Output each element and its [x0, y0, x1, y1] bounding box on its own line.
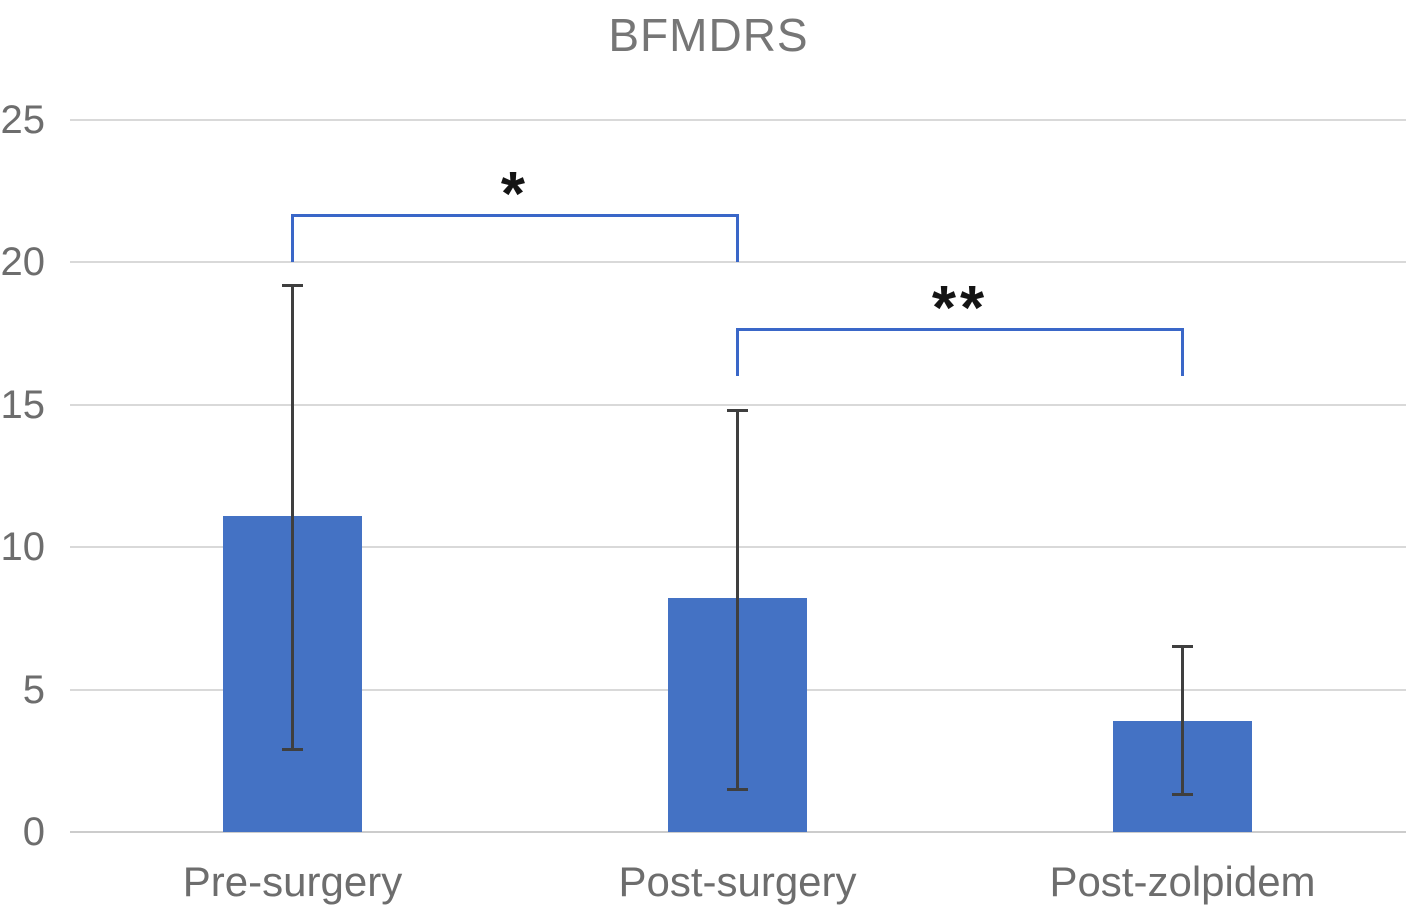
- significance-bracket-1-bar: [291, 213, 739, 217]
- error-bar-upper-cap-post-zolpidem: [1172, 645, 1193, 649]
- significance-label-2: **: [931, 273, 989, 343]
- y-axis-tick-label-0: 0: [22, 810, 45, 854]
- error-bar-line-post-surgery: [736, 410, 739, 790]
- gridline-y-0: [70, 831, 1406, 833]
- error-bar-upper-cap-pre-surgery: [282, 283, 303, 287]
- x-axis-category-label-post-zolpidem: Post-zolpidem: [1049, 858, 1316, 905]
- y-axis-tick-label-10: 10: [0, 525, 46, 570]
- error-bar-lower-cap-pre-surgery: [282, 747, 303, 751]
- error-bar-line-pre-surgery: [291, 285, 294, 750]
- gridline-y-15: [70, 403, 1406, 406]
- significance-bracket-1-right-leg: [736, 213, 739, 263]
- error-bar-line-post-zolpidem: [1181, 646, 1184, 795]
- gridline-y-20: [70, 261, 1406, 264]
- error-bar-upper-cap-post-surgery: [727, 408, 748, 412]
- significance-bracket-2-bar: [736, 327, 1184, 331]
- error-bar-lower-cap-post-zolpidem: [1172, 793, 1193, 797]
- x-axis-category-label-post-surgery: Post-surgery: [618, 858, 857, 905]
- error-bar-lower-cap-post-surgery: [727, 787, 748, 791]
- x-axis-category-label-pre-surgery: Pre-surgery: [182, 858, 403, 905]
- y-axis-tick-label-5: 5: [22, 667, 45, 712]
- significance-bracket-2-left-leg: [736, 327, 739, 377]
- significance-label-1: *: [500, 159, 530, 229]
- significance-bracket-2-right-leg: [1181, 327, 1184, 377]
- y-axis-tick-label-20: 20: [0, 240, 46, 285]
- significance-bracket-1-left-leg: [291, 213, 294, 263]
- y-axis-tick-label-25: 25: [0, 98, 46, 142]
- chart-title: BFMDRS: [608, 9, 809, 61]
- gridline-y-25: [70, 119, 1406, 121]
- y-axis-tick-label-15: 15: [0, 382, 46, 427]
